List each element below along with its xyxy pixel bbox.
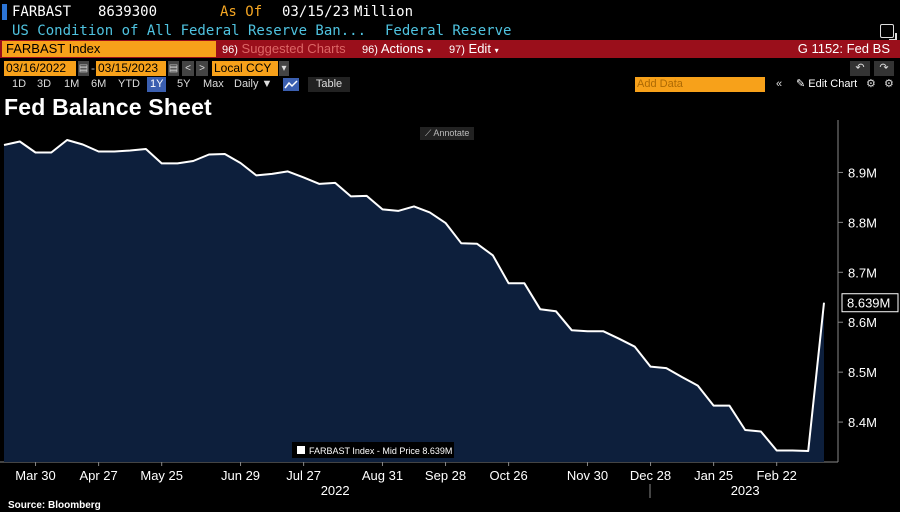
legend-label: FARBAST Index - Mid Price 8.639M [309, 446, 452, 456]
chevron-down-icon[interactable]: ▾ [279, 61, 289, 76]
chevron-down-icon: ▾ [494, 46, 499, 55]
source-name: Federal Reserve [385, 23, 512, 39]
y-tick-label: 8.4M [848, 415, 877, 430]
frequency-label: Daily [234, 78, 259, 90]
chevron-down-icon: ▼ [261, 78, 273, 90]
edit-chart-label: Edit Chart [808, 78, 858, 90]
start-date-input[interactable]: 03/16/2022 [4, 61, 76, 76]
unit-label: Million [354, 4, 414, 20]
actions-menu[interactable]: 96) Actions ▾ [362, 41, 431, 59]
series-line [3, 139, 825, 452]
asof-date: 03/15/23 [282, 4, 350, 20]
collapse-icon[interactable]: « [776, 78, 783, 90]
suggested-number: 96) [222, 44, 238, 56]
table-button[interactable]: Table [308, 77, 350, 92]
security-input[interactable]: FARBAST Index [2, 41, 216, 57]
y-tick-label: 8.7M [848, 265, 877, 280]
chevron-left-icon[interactable]: < [182, 61, 194, 76]
date-separator: - [91, 61, 95, 75]
security-description: US Condition of All Federal Reserve Ban.… [12, 23, 367, 39]
annotate-button[interactable]: ⟋ Annotate [420, 127, 475, 140]
chart-name: G 1152: Fed BS [797, 41, 890, 56]
chart-canvas: 8.4M 8.5M 8.6M 8.7M 8.8M 8.9M 8.639M Mar 30 Apr … [0, 120, 899, 498]
period-6m[interactable]: 6M [91, 78, 107, 90]
undo-icon[interactable]: ↶ [850, 61, 870, 76]
ticker-symbol: FARBAST [12, 4, 72, 20]
gear-icon[interactable]: ⚙ [866, 78, 876, 90]
edit-label: Edit [468, 41, 491, 56]
security-flag-icon [2, 4, 7, 20]
series-area [4, 140, 824, 462]
chevron-right-icon[interactable]: > [196, 61, 208, 76]
calendar-icon[interactable]: ▤ [78, 61, 89, 76]
last-value-label: 8.639M [847, 296, 890, 311]
asof-label: As Of [220, 4, 263, 20]
add-data-input[interactable]: Add Data [635, 77, 765, 92]
year-label: 2022 [321, 483, 350, 498]
edit-chart-button[interactable]: ✎ Edit Chart [796, 77, 857, 92]
legend-box [292, 442, 454, 458]
x-tick-label: Aug 31 [362, 468, 403, 483]
last-value: 8639300 [98, 4, 158, 20]
suggested-charts-menu[interactable]: 96) Suggested Charts [222, 41, 346, 58]
settings-icon[interactable]: ⚙ [884, 78, 894, 90]
y-tick-label: 8.5M [848, 365, 877, 380]
actions-number: 96) [362, 44, 378, 56]
period-ytd[interactable]: YTD [118, 78, 140, 90]
pencil-icon: ⟋ [425, 128, 432, 138]
period-1m[interactable]: 1M [64, 78, 80, 90]
last-value-box [841, 293, 899, 313]
period-1y[interactable]: 1Y [147, 77, 167, 92]
period-1d[interactable]: 1D [12, 78, 27, 90]
end-date-input[interactable]: 03/15/2023 [96, 61, 166, 76]
y-tick-label: 8.8M [848, 215, 877, 230]
frequency-select[interactable]: Daily ▼ [234, 77, 272, 92]
y-tick-label: 8.9M [848, 165, 877, 180]
x-tick-label: Jan 25 [694, 468, 733, 483]
period-5y[interactable]: 5Y [177, 78, 191, 90]
year-label: 2023 [731, 483, 760, 498]
period-3d[interactable]: 3D [37, 78, 52, 90]
x-tick-label: Sep 28 [425, 468, 466, 483]
date-controls: 03/16/2022 ▤ - 03/15/2023 ▤ < > Local CC… [0, 61, 900, 77]
y-tick-label: 8.6M [848, 315, 877, 330]
edit-number: 97) [449, 44, 465, 56]
x-tick-label: Mar 30 [15, 468, 55, 483]
line-chart-icon[interactable] [283, 78, 299, 91]
x-tick-label: Feb 22 [756, 468, 796, 483]
x-tick-label: Jun 29 [221, 468, 260, 483]
period-max[interactable]: Max [203, 78, 224, 90]
currency-select[interactable]: Local CCY [212, 61, 278, 76]
edit-menu[interactable]: 97) Edit ▾ [449, 41, 499, 59]
pencil-icon: ✎ [796, 78, 806, 90]
action-bar: FARBAST Index 96) Suggested Charts 96) A… [0, 40, 900, 58]
x-tick-label: Apr 27 [79, 468, 117, 483]
description-row: US Condition of All Federal Reserve Ban.… [0, 22, 900, 41]
x-tick-label: Oct 26 [489, 468, 527, 483]
suggested-charts-label: Suggested Charts [241, 41, 346, 56]
actions-label: Actions [380, 41, 424, 56]
popout-icon[interactable] [880, 24, 897, 41]
chart-title: Fed Balance Sheet [4, 94, 212, 120]
period-bar: 1D 3D 1M 6M YTD 1Y 5Y Max Daily ▼ Table … [0, 77, 900, 92]
annotate-label: Annotate [433, 128, 470, 138]
calendar-icon[interactable]: ▤ [168, 61, 179, 76]
ticker-header: FARBAST 8639300 As Of 03/15/23 Million [0, 2, 900, 22]
chevron-down-icon: ▾ [427, 46, 432, 55]
x-tick-label: Jul 27 [286, 468, 321, 483]
x-tick-label: Nov 30 [567, 468, 608, 483]
x-tick-label: Dec 28 [630, 468, 671, 483]
x-tick-label: May 25 [140, 468, 183, 483]
source-line: Source: Bloomberg [8, 500, 101, 511]
redo-icon[interactable]: ↷ [874, 61, 894, 76]
legend-swatch [297, 446, 305, 454]
